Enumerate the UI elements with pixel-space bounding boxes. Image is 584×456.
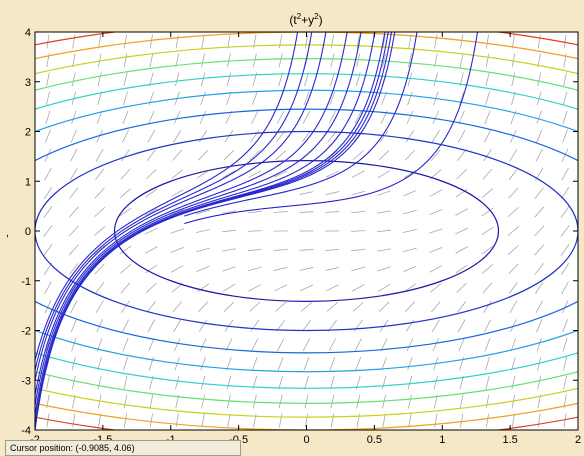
x-tick-label: 1.5 [502,434,517,446]
status-text: Cursor position: (-0.9085, 4.06) [10,443,135,453]
y-tick-label: 3 [25,77,31,89]
title-part-2: +y [301,13,314,27]
y-tick-label: 4 [25,27,31,39]
x-tick-label: 0.5 [367,434,382,446]
y-tick-label: 0 [25,226,31,238]
y-tick-label: 1 [25,176,31,188]
x-tick-label: 2 [575,434,581,446]
y-tick-label: -4 [21,425,31,437]
x-tick-label: 0 [303,434,309,446]
y-tick-label: -2 [21,326,31,338]
x-tick-label: 1 [439,434,445,446]
y-tick-label: -1 [21,276,31,288]
y-tick-label: -3 [21,375,31,387]
y-tick-label: 2 [25,127,31,139]
title-part-3: ) [319,13,323,27]
y-axis-label: , [6,227,9,239]
status-bar: Cursor position: (-0.9085, 4.06) [5,440,241,456]
chart-title: (t2+y2) [289,12,322,27]
